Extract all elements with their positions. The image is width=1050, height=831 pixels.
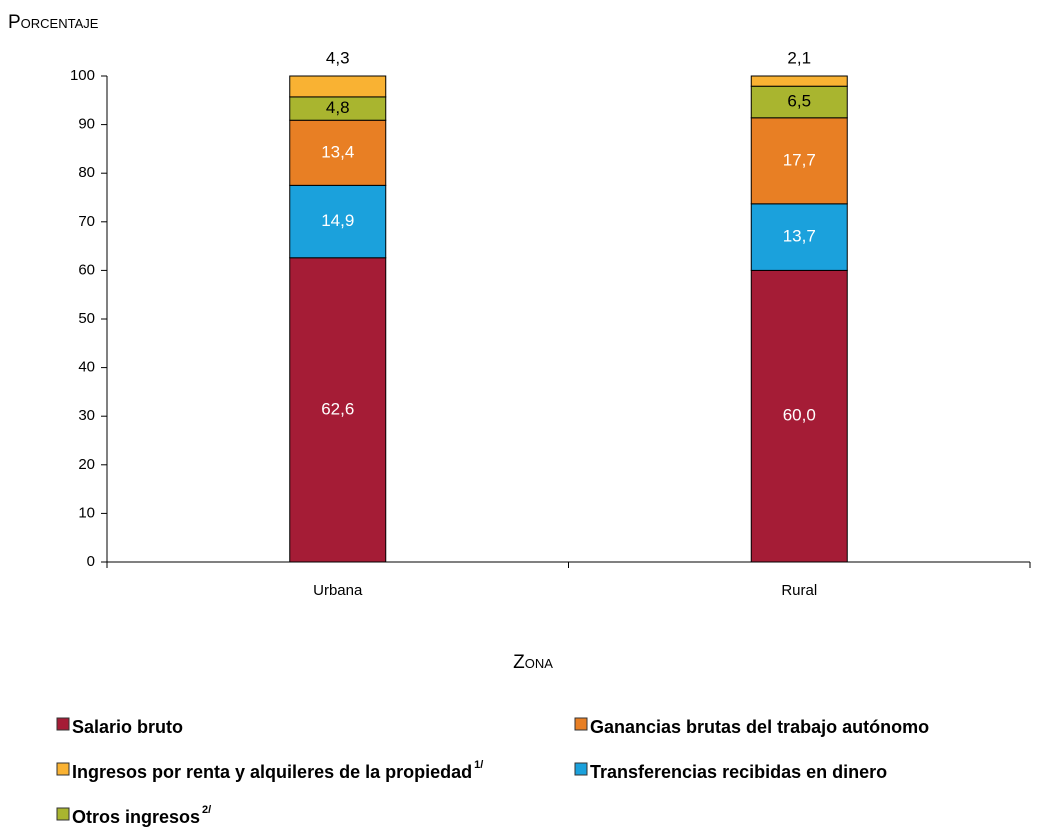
legend-name: Ganancias brutas del trabajo autónomo bbox=[590, 717, 929, 737]
bar-segment bbox=[750, 75, 848, 87]
y-tick-label: 60 bbox=[78, 261, 95, 278]
y-tick-label: 10 bbox=[78, 504, 95, 521]
data-label: 17,7 bbox=[783, 150, 816, 169]
y-tick-label: 30 bbox=[78, 407, 95, 424]
bar-segment bbox=[750, 85, 848, 119]
bar-segment bbox=[750, 117, 848, 205]
legend-name: Salario bruto bbox=[72, 717, 183, 737]
legend-swatch bbox=[574, 717, 588, 731]
legend-name: Otros ingresos bbox=[72, 807, 200, 827]
legend-label: Ganancias brutas del trabajo autónomo bbox=[590, 717, 929, 737]
data-label: 14,9 bbox=[321, 211, 354, 230]
data-label: 4,3 bbox=[326, 48, 350, 67]
data-label: 60,0 bbox=[783, 406, 816, 425]
x-axis-label: Zona bbox=[513, 652, 553, 673]
bar-segment bbox=[289, 184, 387, 259]
legend-superscript: 1/ bbox=[474, 759, 483, 771]
bar-segment bbox=[750, 269, 848, 563]
data-label: 6,5 bbox=[787, 91, 811, 110]
y-tick-label: 90 bbox=[78, 116, 95, 133]
x-tick-label: Rural bbox=[781, 582, 817, 599]
y-tick-label: 40 bbox=[78, 359, 95, 376]
legend-name: Ingresos por renta y alquileres de la pr… bbox=[72, 762, 472, 782]
legend-label: Otros ingresos 2/ bbox=[72, 804, 211, 827]
bar-segment bbox=[750, 203, 848, 271]
data-label: 2,1 bbox=[787, 48, 811, 67]
legend-swatch bbox=[56, 717, 70, 731]
legend-label: Salario bruto bbox=[72, 717, 183, 737]
bar-segment bbox=[289, 75, 387, 98]
legend-superscript: 2/ bbox=[202, 804, 211, 816]
data-label: 13,7 bbox=[783, 227, 816, 246]
x-tick-label: Urbana bbox=[313, 582, 363, 599]
legend-swatch bbox=[56, 807, 70, 821]
data-label: 4,8 bbox=[326, 98, 350, 117]
data-label: 62,6 bbox=[321, 399, 354, 418]
y-tick-label: 50 bbox=[78, 310, 95, 327]
y-axis-label: Porcentaje bbox=[8, 12, 99, 33]
legend-label: Ingresos por renta y alquileres de la pr… bbox=[72, 759, 483, 782]
y-tick-label: 100 bbox=[70, 67, 95, 84]
bar-segment bbox=[289, 119, 387, 186]
legend-swatch bbox=[56, 762, 70, 776]
y-tick-label: 0 bbox=[87, 553, 95, 570]
y-tick-label: 80 bbox=[78, 164, 95, 181]
y-tick-label: 70 bbox=[78, 213, 95, 230]
legend-swatch bbox=[574, 762, 588, 776]
y-tick-label: 20 bbox=[78, 456, 95, 473]
bar-segment bbox=[289, 257, 387, 563]
legend-label: Transferencias recibidas en dinero bbox=[590, 762, 887, 782]
legend-name: Transferencias recibidas en dinero bbox=[590, 762, 887, 782]
data-label: 13,4 bbox=[321, 142, 354, 161]
